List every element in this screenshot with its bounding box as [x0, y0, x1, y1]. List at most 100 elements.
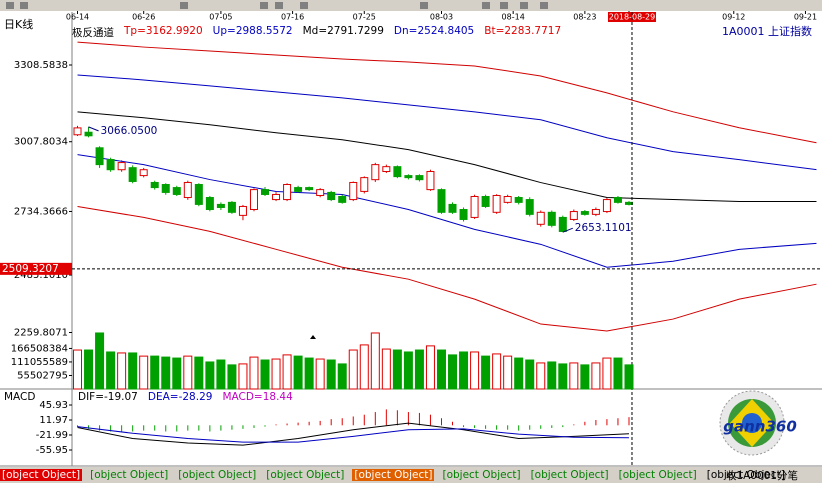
status-item: [object Object]	[706, 469, 785, 481]
readout: Up=2988.5572	[212, 25, 293, 37]
volume-bar	[536, 362, 546, 390]
x-tick-label: 09-12	[722, 13, 745, 22]
y-tick-label: 2485.1010	[14, 270, 68, 281]
y-tick-label: 11.97	[39, 415, 68, 426]
x-tick-label: 07-25	[353, 13, 376, 22]
readout: Dn=2524.8405	[393, 25, 475, 37]
volume-bar	[580, 364, 590, 390]
y-tick-label: 166508384	[11, 343, 68, 354]
x-tick-label: 06-14	[66, 13, 89, 22]
y-tick-label: -55.95	[36, 445, 68, 456]
status-bar: [object Object] [object Object] [object Ob…	[0, 467, 822, 483]
volume-bar	[470, 351, 480, 390]
candle-body	[261, 189, 270, 195]
x-tick-label: 09-21	[794, 13, 817, 22]
macd-readouts: DIF=-19.07 DEA=-28.29 MACD=18.44	[78, 391, 293, 403]
candle-body	[249, 189, 258, 211]
status-item: [object Object]	[178, 469, 257, 481]
volume-bar	[84, 349, 94, 390]
candle-body	[371, 164, 380, 181]
toolbar	[0, 0, 822, 11]
volume-bar	[359, 344, 369, 390]
volume-bar	[503, 355, 513, 390]
volume-bar	[315, 358, 325, 390]
x-tick-label: 08-23	[573, 13, 596, 22]
candle-body	[227, 201, 236, 213]
volume-bar	[95, 332, 105, 390]
candle-body	[128, 167, 137, 182]
candle-body	[437, 189, 446, 213]
volume-bar	[492, 353, 502, 390]
candle-body	[216, 203, 225, 208]
candle-body	[481, 196, 490, 207]
readout: DIF=-19.07	[78, 391, 138, 403]
status-item: [object Object]	[266, 469, 345, 481]
volume-bar	[591, 362, 601, 390]
candle-body	[602, 199, 611, 213]
y-tick-label: 111055589	[11, 357, 68, 368]
volume-bar	[348, 349, 358, 390]
y-tick-label: 45.93	[39, 400, 68, 411]
status-item: [object Object]	[442, 469, 521, 481]
candle-body	[591, 209, 600, 215]
candle-body	[95, 147, 104, 166]
volume-bar	[337, 363, 347, 390]
volume-bar	[558, 363, 568, 390]
volume-bar	[139, 355, 149, 390]
status-item: [object Object]	[352, 469, 435, 481]
volume-bar	[459, 351, 469, 390]
candle-body	[349, 181, 358, 201]
volume-bar	[117, 352, 127, 390]
candle-body	[283, 184, 292, 201]
volume-bar	[249, 356, 259, 390]
candle-body	[404, 175, 413, 179]
volume-bar	[106, 351, 116, 390]
candle-body	[139, 169, 148, 177]
y-tick-label: 55502795	[17, 370, 68, 381]
candle-body	[172, 187, 181, 195]
channel-line	[77, 154, 817, 268]
volume-bar	[481, 355, 491, 390]
volume-bar	[150, 355, 160, 390]
volume-bar	[392, 349, 402, 390]
candle-body	[194, 184, 203, 205]
candle-body	[492, 194, 501, 213]
candle-body	[117, 162, 126, 171]
candle-body	[525, 199, 534, 215]
y-tick-label: 3308.5838	[14, 60, 68, 71]
status-right: 收1A0001分笔	[725, 470, 798, 482]
volume-bar	[425, 345, 435, 390]
y-tick-label: 3007.8034	[14, 137, 68, 148]
candle-body	[305, 187, 314, 191]
candle-body	[316, 189, 325, 196]
volume-bar	[271, 358, 281, 390]
volume-bar	[602, 357, 612, 390]
candle-body	[294, 187, 303, 192]
volume-bar	[205, 361, 215, 390]
status-item: [object Object]	[530, 469, 609, 481]
candle-body	[613, 197, 622, 203]
candle-body	[183, 181, 192, 199]
candle-body	[448, 203, 457, 213]
volume-bar	[624, 364, 634, 390]
channel-line	[77, 111, 817, 202]
macd-title: MACD	[4, 391, 35, 403]
candle-body	[272, 193, 281, 201]
y-tick-label: 2259.8071	[14, 327, 68, 338]
candle-body	[470, 196, 479, 218]
period-label: 日K线	[4, 17, 33, 31]
volume-bar	[304, 357, 314, 390]
volume-bar	[448, 354, 458, 390]
candle-body	[503, 196, 512, 203]
candle-body	[547, 211, 556, 226]
y-tick-label: 2734.3666	[14, 206, 68, 217]
candle-body	[382, 166, 391, 173]
readout: Bt=2283.7717	[484, 25, 562, 37]
symbol-label: 1A0001 上证指数	[722, 24, 812, 38]
candle-body	[73, 127, 82, 136]
x-tick-label: 07-16	[281, 13, 304, 22]
x-tick-label: 06-26	[132, 13, 155, 22]
annotation: 3066.0500	[101, 125, 158, 137]
